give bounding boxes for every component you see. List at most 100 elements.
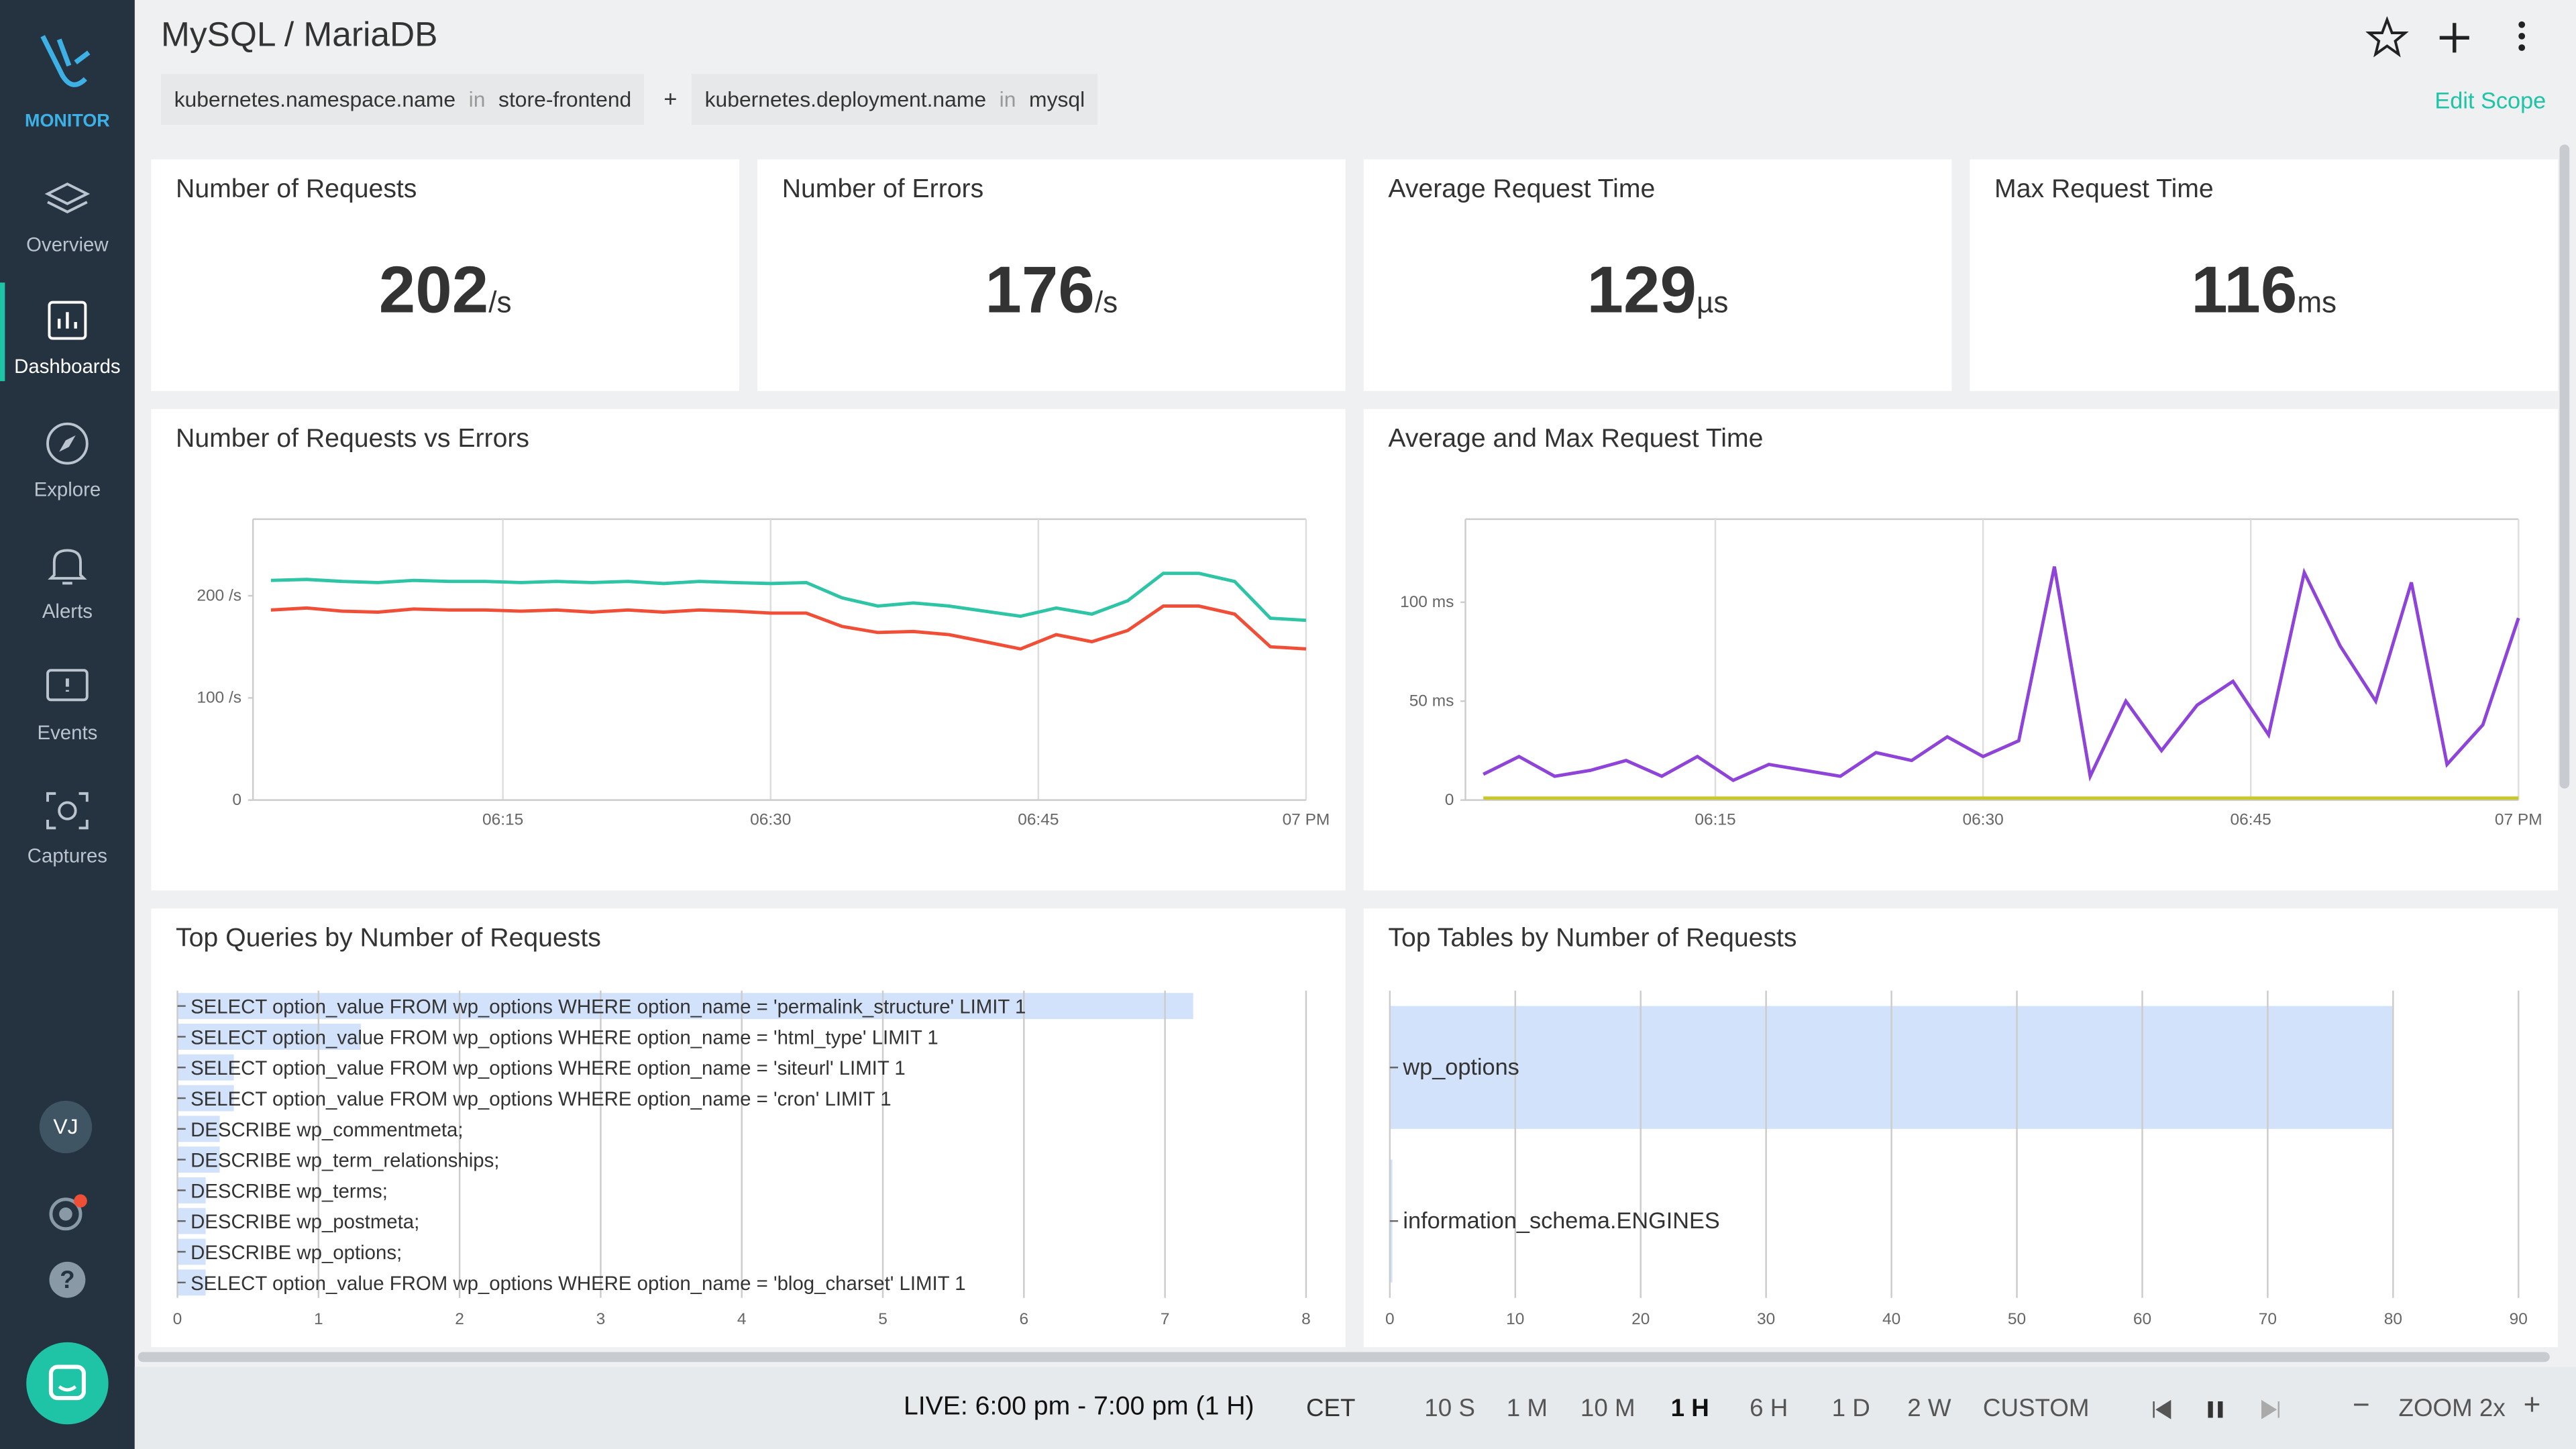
category-label: DESCRIBE wp_commentmeta; — [191, 1119, 463, 1141]
status-icon[interactable] — [46, 1193, 93, 1239]
help-icon[interactable]: ? — [46, 1258, 89, 1301]
more-button[interactable] — [2518, 21, 2526, 51]
nav-item[interactable]: Captures — [0, 784, 135, 867]
stat-title: Number of Errors — [782, 176, 984, 204]
nav-icon — [48, 549, 87, 585]
time-option[interactable]: 2 W — [1907, 1395, 1951, 1423]
y-tick-label: 0 — [1445, 791, 1454, 809]
x-tick-label: 06:15 — [482, 810, 523, 828]
time-option[interactable]: CUSTOM — [1982, 1395, 2090, 1423]
nav-icon — [46, 421, 89, 464]
chart-title: Top Tables by Number of Requests — [1388, 924, 1797, 953]
add-button[interactable] — [2439, 23, 2469, 53]
category-label: SELECT option_value FROM wp_options WHER… — [191, 1057, 906, 1079]
x-tick-label: 70 — [2259, 1310, 2277, 1328]
nav-label: Events — [37, 721, 98, 745]
x-tick-label: 06:30 — [1962, 810, 2003, 828]
chat-button[interactable] — [26, 1342, 109, 1425]
x-tick-label: 3 — [596, 1310, 606, 1328]
time-option[interactable]: 10 M — [1580, 1395, 1635, 1423]
rewind-button[interactable] — [2153, 1399, 2171, 1419]
x-tick-label: 06:15 — [1695, 810, 1735, 828]
category-label: DESCRIBE wp_terms; — [191, 1180, 388, 1202]
x-tick-label: 10 — [1506, 1310, 1524, 1328]
filter-key: kubernetes.namespace.name — [174, 87, 456, 112]
stat-number: 129 — [1587, 254, 1697, 327]
logo — [40, 35, 91, 87]
x-tick-label: 4 — [737, 1310, 747, 1328]
stat-unit: /s — [1094, 286, 1118, 319]
bar — [177, 1054, 234, 1081]
nav-icon — [46, 791, 89, 829]
series-line — [270, 572, 1307, 623]
timezone[interactable]: CET — [1305, 1395, 1356, 1423]
star-button[interactable] — [2365, 16, 2409, 58]
nav-item[interactable]: Overview — [0, 174, 135, 256]
filter-chip[interactable]: kubernetes.namespace.name in store-fronten… — [161, 74, 645, 125]
pause-button[interactable] — [2208, 1401, 2213, 1418]
stat-title: Average Request Time — [1388, 176, 1656, 204]
time-option[interactable]: 6 H — [1750, 1395, 1788, 1423]
filter-key: kubernetes.deployment.name — [704, 87, 987, 112]
stat-title: Max Request Time — [1994, 176, 2214, 204]
nav-label: Explore — [34, 477, 101, 500]
category-label: DESCRIBE wp_options; — [191, 1242, 402, 1264]
playback-controls — [2153, 1399, 2279, 1419]
nav-item[interactable]: Explore — [0, 418, 135, 500]
chart-panel: Average and Max Request Time 0 50 ms 100 ms… — [1363, 409, 2559, 891]
nav-item[interactable]: Events — [0, 662, 135, 745]
series-line — [270, 604, 1307, 651]
filter-op: in — [468, 87, 486, 112]
time-option[interactable]: 1 M — [1506, 1395, 1548, 1423]
forward-button[interactable] — [2261, 1399, 2279, 1419]
filter-chip[interactable]: kubernetes.deployment.name in mysql — [692, 74, 1098, 125]
svg-text:?: ? — [60, 1266, 74, 1293]
x-tick-label: 06:30 — [750, 810, 791, 828]
stat-tile: Number of Errors 176/s — [757, 159, 1346, 391]
category-label: DESCRIBE wp_term_relationships; — [191, 1150, 499, 1172]
stat-tile: Max Request Time 116ms — [1970, 159, 2559, 391]
nav-icon — [46, 669, 89, 702]
brand: MONITOR — [25, 111, 110, 131]
nav-label: Overview — [26, 233, 109, 257]
stat-number: 202 — [378, 254, 489, 327]
x-tick-label: 0 — [173, 1310, 182, 1328]
edit-scope[interactable]: Edit Scope — [2434, 87, 2546, 113]
x-tick-label: 07 PM — [2495, 810, 2542, 828]
zoom-in[interactable]: + — [2523, 1388, 2541, 1421]
page-title: MySQL / MariaDB — [161, 16, 438, 54]
y-tick-label: 0 — [232, 791, 241, 809]
category-label: SELECT option_value FROM wp_options WHER… — [191, 996, 1026, 1018]
stat-title: Number of Requests — [176, 176, 417, 204]
live-range: LIVE: 6:00 pm - 7:00 pm (1 H) — [903, 1393, 1254, 1421]
stat-unit: µs — [1697, 286, 1729, 319]
stat-value: 176/s — [757, 255, 1346, 329]
scrollbar[interactable] — [2559, 144, 2570, 789]
stat-tile: Average Request Time 129µs — [1363, 159, 1952, 391]
x-tick-label: 06:45 — [2231, 810, 2271, 828]
x-tick-label: 20 — [1631, 1310, 1650, 1328]
stat-tile: Number of Requests 202/s — [151, 159, 740, 391]
filter-value: mysql — [1029, 87, 1085, 112]
x-tick-label: 0 — [1385, 1310, 1395, 1328]
y-tick-label: 100 ms — [1400, 593, 1454, 611]
user-avatar[interactable]: VJ — [39, 1100, 93, 1154]
time-option[interactable]: 1 D — [1831, 1395, 1870, 1423]
nav-label: Dashboards — [14, 355, 121, 378]
nav-item[interactable]: Dashboards — [0, 282, 135, 382]
x-tick-label: 1 — [314, 1310, 323, 1328]
series-line — [1483, 566, 2520, 783]
sidebar: MONITOR Overview Dashboards Explore Alerts E… — [0, 0, 135, 1449]
x-tick-label: 40 — [1882, 1310, 1900, 1328]
stat-value: 202/s — [151, 255, 739, 329]
chart-title: Top Queries by Number of Requests — [176, 924, 601, 953]
time-option[interactable]: 1 H — [1670, 1395, 1709, 1423]
scrollbar[interactable] — [138, 1352, 2550, 1362]
category-label: SELECT option_value FROM wp_options WHER… — [191, 1273, 966, 1295]
x-tick-label: 06:45 — [1018, 810, 1059, 828]
zoom-level: ZOOM 2x — [2398, 1395, 2506, 1423]
time-option[interactable]: 10 S — [1424, 1395, 1475, 1423]
zoom-out[interactable]: − — [2352, 1388, 2370, 1421]
nav-item[interactable]: Alerts — [0, 540, 135, 623]
bar — [177, 1085, 234, 1112]
